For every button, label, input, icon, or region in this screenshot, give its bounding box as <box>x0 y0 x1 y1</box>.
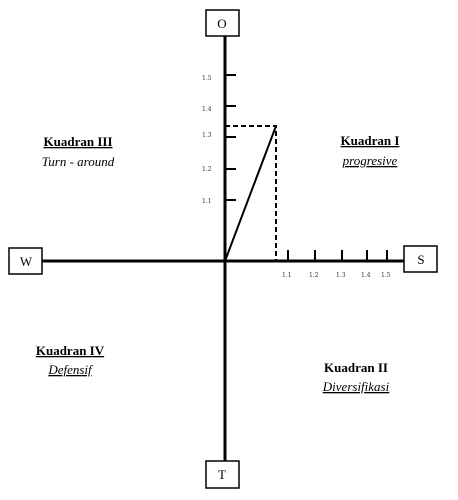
axis-box-right: S <box>403 245 438 273</box>
y-tick-label: 1.5 <box>202 75 212 82</box>
quadrant-2-title: Kuadran II <box>324 360 388 375</box>
axis-label-right: S <box>417 252 424 267</box>
axis-label-left: W <box>20 254 33 269</box>
x-tick-label: 1.5 <box>381 272 391 279</box>
axis-box-bottom: T <box>205 460 240 489</box>
quadrant-1-title: Kuadran I <box>341 133 400 148</box>
quadrant-2-subtitle: Diversifikasi <box>322 379 390 394</box>
x-tick-label: 1.2 <box>309 272 319 279</box>
x-tick-label: 1.4 <box>361 272 371 279</box>
quadrant-4-subtitle: Defensif <box>47 362 94 377</box>
x-ticks <box>287 250 388 261</box>
strategy-vector <box>224 125 277 262</box>
y-tick-label: 1.1 <box>202 198 212 205</box>
axis-box-top: O <box>205 9 240 37</box>
quadrant-1-subtitle: progresive <box>342 153 398 168</box>
y-tick-label: 1.3 <box>202 132 212 139</box>
axis-label-bottom: T <box>218 467 226 482</box>
y-tick-label: 1.4 <box>202 106 212 113</box>
y-tick-label: 1.2 <box>202 166 212 173</box>
x-tick-label: 1.1 <box>282 272 292 279</box>
quadrant-4-title: Kuadran IV <box>36 343 105 358</box>
quadrant-3-subtitle: Turn - around <box>42 154 115 169</box>
quadrant-3-title: Kuadran III <box>44 134 113 149</box>
y-tick-labels: 1.5 1.4 1.3 1.2 1.1 <box>202 75 212 205</box>
x-tick-labels: 1.1 1.2 1.3 1.4 1.5 <box>282 272 391 279</box>
y-ticks <box>225 74 236 201</box>
axis-label-top: O <box>217 16 226 31</box>
axis-box-left: W <box>8 247 43 275</box>
x-tick-label: 1.3 <box>336 272 346 279</box>
